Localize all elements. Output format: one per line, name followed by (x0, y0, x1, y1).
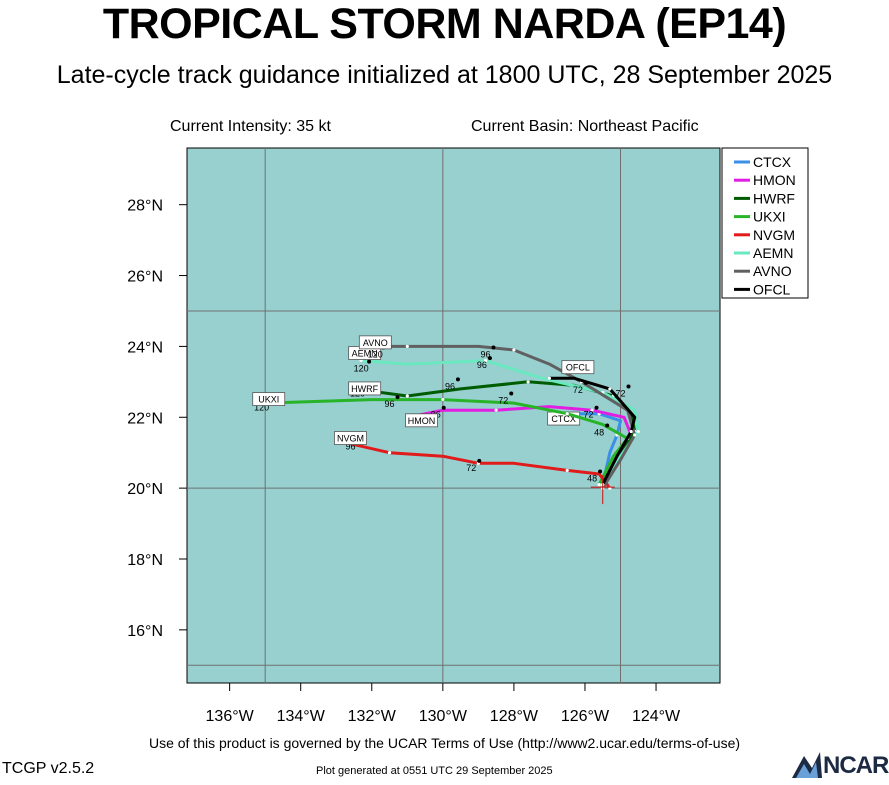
track-point (405, 344, 409, 349)
legend-label: OFCL (753, 281, 791, 297)
model-tag-box (358, 335, 392, 350)
x-tick-label: 134°W (277, 708, 326, 725)
forecast-hour-dot (395, 395, 400, 400)
forecast-hour-label: 72 (498, 396, 508, 406)
forecast-hour-label: 96 (445, 381, 455, 391)
model-tag-box (334, 431, 367, 445)
model-tag-label: UKXI (258, 395, 279, 405)
track-line (549, 376, 637, 486)
chart-subtitle: Late-cycle track guidance initialized at… (56, 61, 833, 89)
track-point (441, 397, 445, 402)
generated-timestamp: Plot generated at 0551 UTC 29 September … (316, 765, 553, 777)
forecast-hour-label: 48 (594, 427, 604, 437)
forecast-hour-dot (509, 391, 514, 396)
current-basin: Current Basin: Northeast Pacific (471, 118, 699, 135)
version-label: TCGP v2.5.2 (2, 760, 95, 777)
current-intensity: Current Intensity: 35 kt (170, 118, 331, 135)
forecast-hour-dot (626, 384, 631, 389)
model-tag-label: OFCL (566, 363, 590, 373)
x-tick-label: 124°W (632, 708, 681, 725)
forecast-hour-label: 48 (587, 474, 597, 484)
x-tick-label: 126°W (561, 708, 610, 725)
legend-label: AVNO (753, 263, 792, 279)
legend-box (721, 147, 809, 299)
forecast-hour-dot (487, 356, 492, 361)
track-point (565, 412, 569, 416)
forecast-hour-label: 72 (466, 463, 476, 473)
track-point (405, 394, 409, 398)
model-tag-label: AVNO (363, 338, 388, 348)
track-point (494, 408, 498, 412)
forecast-hour-label: 72 (615, 388, 625, 398)
y-tick-label: 28°N (127, 198, 163, 215)
forecast-hour-label: 96 (385, 399, 395, 409)
model-tag-box (561, 360, 595, 375)
forecast-hour-dot (583, 380, 588, 385)
track-point (597, 482, 601, 487)
model-tag-label: AEMN (352, 348, 378, 358)
forecast-hour-dot (441, 405, 446, 410)
ncar-logo: NCAR (790, 748, 889, 780)
track-point (608, 387, 612, 391)
legend-label: NVGM (753, 227, 795, 243)
y-tick-label: 18°N (127, 552, 163, 569)
track-point (565, 468, 569, 473)
x-tick-label: 132°W (348, 708, 397, 725)
forecast-hour-label: 96 (477, 360, 487, 370)
y-tick-label: 22°N (127, 410, 163, 427)
model-tag-label: HWRF (351, 384, 378, 394)
ncar-logo-text: NCAR (823, 752, 889, 779)
legend-label: HWRF (753, 190, 795, 206)
model-tag-box (348, 381, 382, 396)
track-point (483, 358, 488, 363)
legend-label: AEMN (753, 245, 793, 261)
y-tick-label: 24°N (127, 339, 163, 356)
model-tag-label: CTCX (551, 414, 576, 424)
forecast-hour-dot (367, 359, 372, 364)
legend-label: CTCX (753, 154, 792, 170)
legend-label: HMON (753, 172, 796, 188)
track-point (512, 348, 516, 352)
forecast-hour-label: 72 (584, 410, 594, 420)
chart-title: TROPICAL STORM NARDA (EP14) (102, 0, 787, 48)
forecast-hour-label: 96 (480, 349, 490, 359)
legend-label: UKXI (753, 209, 786, 225)
x-tick-label: 130°W (419, 708, 468, 725)
plot-area (186, 147, 721, 684)
forecast-hour-dot (477, 458, 482, 463)
model-tag-box (405, 413, 438, 428)
track-point (590, 408, 594, 412)
track-point (387, 451, 392, 455)
track-point (636, 429, 640, 434)
forecast-hour-label: 72 (573, 385, 583, 395)
model-tag-label: HMON (408, 416, 436, 426)
track-line (342, 440, 611, 490)
model-tag-label: NVGM (337, 434, 364, 444)
forecast-hour-dot (491, 345, 496, 350)
forecast-hour-dot (605, 423, 610, 428)
track-point (633, 433, 637, 437)
x-tick-label: 136°W (206, 708, 255, 725)
track-point (526, 380, 530, 384)
x-tick-label: 128°W (490, 708, 539, 725)
forecast-hour-label: 120 (254, 403, 269, 413)
y-tick-label: 20°N (127, 481, 163, 498)
forecast-hour-label: 120 (354, 364, 369, 374)
track-point (629, 429, 633, 434)
y-tick-label: 26°N (127, 269, 163, 286)
terms-of-use: Use of this product is governed by the U… (148, 735, 741, 751)
forecast-hour-dot (598, 469, 603, 474)
forecast-hour-label: 120 (368, 349, 383, 359)
ncar-logo-icon (792, 752, 822, 778)
forecast-hour-label: 96 (345, 442, 355, 452)
forecast-hour-dot (594, 405, 599, 410)
model-tag-box (252, 392, 286, 406)
y-tick-label: 16°N (127, 623, 163, 640)
track-point (547, 376, 552, 380)
forecast-hour-dot (455, 377, 460, 382)
